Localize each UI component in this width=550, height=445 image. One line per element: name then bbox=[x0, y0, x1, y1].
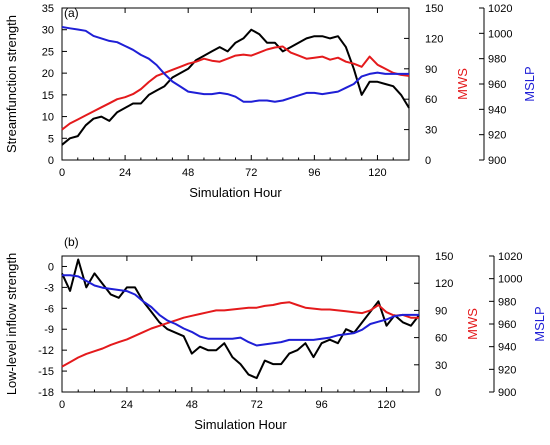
series-line-mws bbox=[61, 45, 410, 131]
mws-y-tick-label: 0 bbox=[425, 155, 431, 167]
series-line-mslp bbox=[61, 26, 409, 103]
left-y-tick-label: 10 bbox=[42, 112, 54, 124]
left-y-tick-label: -6 bbox=[44, 303, 54, 315]
mslp-y-tick-label: 980 bbox=[488, 54, 506, 66]
panel-label: (a) bbox=[64, 6, 79, 20]
x-tick-label: 0 bbox=[59, 399, 65, 411]
left-y-tick-label: 35 bbox=[42, 3, 54, 15]
left-y-tick-label: -3 bbox=[44, 282, 54, 294]
mws-y-tick-label: 30 bbox=[435, 360, 447, 372]
plot-frame bbox=[61, 7, 410, 161]
mws-y-tick-label: 150 bbox=[435, 251, 453, 263]
series-line-black bbox=[61, 28, 410, 146]
x-tick-label: 96 bbox=[316, 399, 328, 411]
mslp-y-tick-label: 1000 bbox=[498, 274, 522, 286]
left-y-axis-label: Streamfunction strength bbox=[4, 15, 19, 153]
mws-y-tick-label: 0 bbox=[435, 387, 441, 399]
x-axis-label: Simulation Hour bbox=[189, 185, 282, 200]
mws-y-tick-label: 120 bbox=[435, 278, 453, 290]
mslp-y-tick-label: 1000 bbox=[488, 28, 512, 40]
x-tick-label: 72 bbox=[251, 399, 263, 411]
x-tick-label: 24 bbox=[119, 167, 131, 179]
mslp-y-tick-label: 920 bbox=[488, 130, 506, 142]
mws-axis-label: MWS bbox=[455, 68, 470, 100]
x-tick-label: 72 bbox=[245, 167, 257, 179]
series-line-black bbox=[61, 258, 420, 380]
x-tick-label: 24 bbox=[121, 399, 133, 411]
mws-y-tick-label: 90 bbox=[435, 305, 447, 317]
left-y-tick-label: -15 bbox=[38, 366, 54, 378]
mslp-y-tick-label: 1020 bbox=[488, 3, 512, 15]
mws-y-tick-label: 90 bbox=[425, 64, 437, 76]
plot-frame bbox=[61, 255, 420, 393]
mslp-axis-label: MSLP bbox=[522, 66, 537, 101]
mslp-y-tick-label: 1020 bbox=[498, 251, 522, 263]
mslp-y-tick-label: 980 bbox=[498, 296, 516, 308]
mws-y-tick-label: 30 bbox=[425, 125, 437, 137]
left-y-tick-label: 5 bbox=[48, 133, 54, 145]
x-tick-label: 0 bbox=[59, 167, 65, 179]
x-tick-label: 120 bbox=[377, 399, 395, 411]
panel-a: (a) 0 24 48 72 96 120 Simulation Hour 0 5 10 15 20 25… bbox=[4, 3, 537, 200]
x-tick-label: 48 bbox=[182, 167, 194, 179]
mslp-axis-label: MSLP bbox=[532, 306, 547, 341]
mslp-y-tick-label: 900 bbox=[498, 387, 516, 399]
mslp-y-tick-label: 920 bbox=[498, 364, 516, 376]
x-axis-label: Simulation Hour bbox=[194, 417, 287, 432]
left-y-tick-label: -12 bbox=[38, 345, 54, 357]
left-y-axis-label: Low-level inflow strength bbox=[4, 253, 19, 395]
mws-y-tick-label: 120 bbox=[425, 33, 443, 45]
panel-b: (b) 0 24 48 72 96 120 Simulation Hour -18 -15 -12 -… bbox=[4, 235, 547, 432]
mws-y-tick-label: 150 bbox=[425, 3, 443, 15]
mws-axis-label: MWS bbox=[465, 308, 480, 340]
left-y-tick-label: 25 bbox=[42, 46, 54, 58]
left-y-tick-label: 30 bbox=[42, 25, 54, 37]
mws-y-tick-label: 60 bbox=[425, 94, 437, 106]
left-y-tick-label: 0 bbox=[48, 155, 54, 167]
series-line-mslp bbox=[62, 274, 419, 347]
left-y-tick-label: 15 bbox=[42, 90, 54, 102]
x-tick-label: 120 bbox=[368, 167, 386, 179]
mslp-y-tick-label: 960 bbox=[498, 319, 516, 331]
mslp-y-tick-label: 940 bbox=[498, 342, 516, 354]
left-y-tick-label: -9 bbox=[44, 324, 54, 336]
left-y-tick-label: -18 bbox=[38, 387, 54, 399]
mslp-y-tick-label: 940 bbox=[488, 104, 506, 116]
mws-y-tick-label: 60 bbox=[435, 333, 447, 345]
series-line-mws bbox=[61, 301, 419, 368]
left-y-tick-label: 0 bbox=[48, 261, 54, 273]
left-y-tick-label: 20 bbox=[42, 68, 54, 80]
x-tick-label: 48 bbox=[186, 399, 198, 411]
mslp-y-tick-label: 960 bbox=[488, 79, 506, 91]
mslp-y-tick-label: 900 bbox=[488, 155, 506, 167]
panel-label: (b) bbox=[64, 235, 79, 249]
x-tick-label: 96 bbox=[308, 167, 320, 179]
